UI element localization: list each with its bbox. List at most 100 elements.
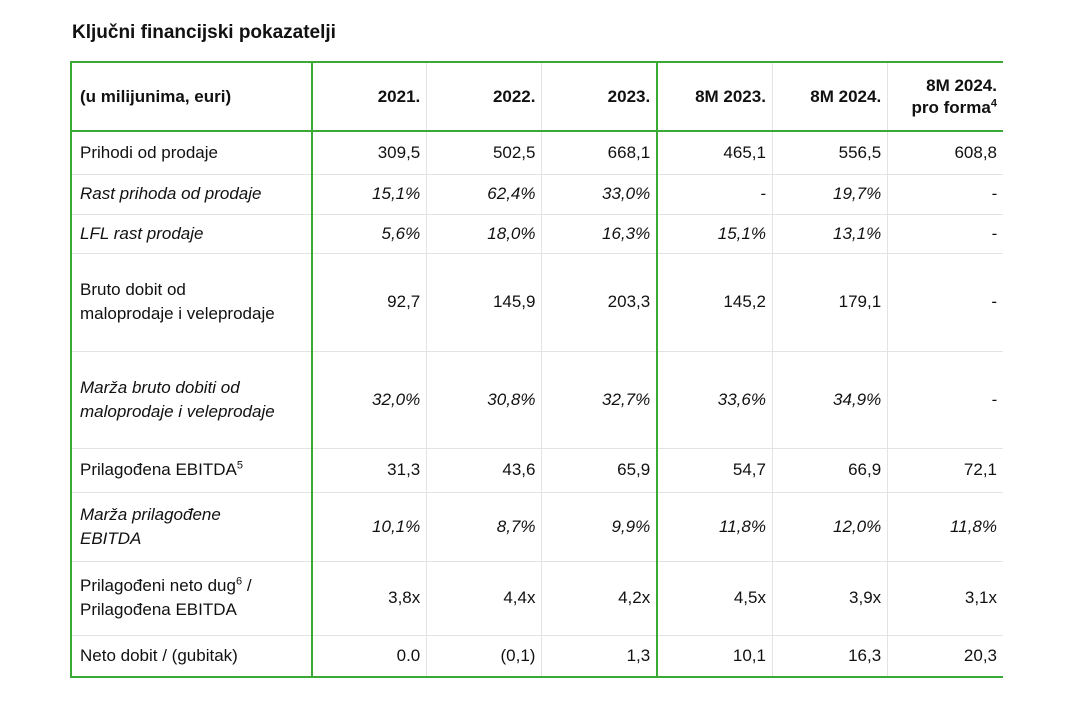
table-cell: 465,1	[657, 131, 773, 175]
table-cell: 4,4x	[426, 561, 543, 636]
table-cell: 92,7	[311, 253, 428, 352]
footnote-4-marker: 4	[990, 96, 997, 109]
row-label-line1: Prilagođena EBITDA	[80, 460, 237, 479]
row-label-line1: Bruto dobit od	[80, 280, 186, 299]
table-cell: 9,9%	[541, 492, 659, 562]
table-cell: 145,2	[657, 253, 773, 352]
row-label-line1: Marža prilagođene	[80, 504, 221, 524]
table-cell: 54,7	[657, 448, 773, 493]
table-cell: 20,3	[963, 645, 997, 665]
header-col-2023: 2023.	[541, 62, 659, 132]
header-col-8m-2024: 8M 2024.	[772, 62, 889, 132]
row-label-line1: Prihodi od prodaje	[80, 142, 218, 162]
table-cell: 8,7%	[426, 492, 543, 562]
header-row: (u milijunima, euri) 2021. 2022. 2023. 8…	[70, 62, 1003, 132]
header-units-label: (u milijunima, euri)	[70, 62, 313, 132]
table-cell: 4,5x	[657, 561, 773, 636]
table-cell: 309,5	[311, 131, 428, 175]
table-cell: 3,8x	[311, 561, 428, 636]
row-label: Neto dobit / (gubitak)	[70, 635, 313, 677]
table-cell: 3,1x	[887, 561, 1003, 636]
table-row: Prilagođeni neto dug6 / Prilagođena EBIT…	[70, 561, 1003, 636]
table-cell: 66,9	[772, 448, 889, 493]
table-cell: -	[887, 174, 1003, 215]
table-cell: 30,8%	[426, 351, 543, 449]
table-cell: 33,0%	[541, 174, 659, 215]
table-cell: 31,3	[311, 448, 428, 493]
table-cell: 10,1	[657, 635, 773, 677]
header-col-2022: 2022.	[426, 62, 543, 132]
row-label-line2: maloprodaje i veleprodaje	[80, 304, 275, 323]
table-cell: 11,8%	[887, 492, 1003, 562]
table-cell: 18,0%	[426, 214, 543, 254]
header-col-8m-2024-pro-forma-line2: pro forma	[911, 97, 991, 117]
table-cell: 502,5	[426, 131, 543, 175]
table-row: Prihodi od prodaje 309,5 502,5 668,1 465,1 55…	[70, 131, 1003, 175]
table-cell: 145,9	[426, 253, 543, 352]
table-cell: -	[887, 253, 1003, 352]
row-label: Prilagođena EBITDA5	[70, 448, 313, 493]
row-label: LFL rast prodaje	[70, 214, 313, 254]
table-cell: 10,1%	[311, 492, 428, 562]
table-cell: 556,5	[772, 131, 889, 175]
table-cell: 16,3%	[541, 214, 659, 254]
row-label-line1: Marža bruto dobiti od	[80, 377, 240, 397]
table-cell: 43,6	[426, 448, 543, 493]
table-row: Marža bruto dobiti od maloprodaje i velep…	[70, 351, 1003, 449]
table-cell: 11,8%	[657, 492, 773, 562]
row-label-continuation: / Prilagođena EBITDA	[80, 576, 252, 619]
footnote-marker: 6	[235, 575, 243, 588]
table-cell: -	[657, 174, 773, 215]
header-col-2021: 2021.	[311, 62, 428, 132]
row-label-line1: Prilagođeni neto dug	[80, 576, 236, 595]
table-title: Ključni financijski pokazatelji	[72, 22, 336, 43]
row-label: Marža prilagođene EBITDA	[70, 492, 313, 562]
table-row: Rast prihoda od prodaje 15,1% 62,4% 33,0% -1…	[70, 174, 1003, 215]
table-cell: 72,1	[887, 448, 1003, 493]
row-label: Marža bruto dobiti od maloprodaje i velep…	[70, 351, 313, 449]
row-label-line2: maloprodaje i veleprodaje	[80, 401, 275, 421]
row-label-line2: EBITDA	[80, 528, 142, 548]
table-row: LFL rast prodaje 5,6% 18,0% 16,3% 15,1% 13,1%…	[70, 214, 1003, 254]
table-cell: 5,6%	[311, 214, 428, 254]
table-cell: 65,9	[541, 448, 659, 493]
row-label-line1: Rast prihoda od prodaje	[80, 184, 262, 203]
table-cell: 203,3	[541, 253, 659, 352]
table-cell: 32,7%	[541, 351, 659, 449]
table-cell: -	[887, 351, 1003, 449]
table-cell: 33,6%	[657, 351, 773, 449]
table-row: Prilagođena EBITDA5 31,3 43,6 65,9 54,7 66,9 7…	[70, 448, 1003, 493]
financial-indicators-table: (u milijunima, euri) 2021. 2022. 2023. 8…	[70, 61, 1003, 678]
table-cell: 32,0%	[311, 351, 428, 449]
table-cell: 1,3	[541, 635, 659, 677]
table-cell: 62,4%	[426, 174, 543, 215]
row-label: Rast prihoda od prodaje	[70, 174, 313, 215]
row-label: Prihodi od prodaje	[70, 131, 313, 175]
row-label-line1: Neto dobit / (gubitak)	[80, 645, 238, 665]
table-cell: 12,0%	[772, 492, 889, 562]
table-cell: 34,9%	[772, 351, 889, 449]
table-cell: 19,7%	[772, 174, 889, 215]
row-label: Prilagođeni neto dug6 / Prilagođena EBIT…	[70, 561, 313, 636]
table-row: Marža prilagođene EBITDA 10,1% 8,7% 9,9% 11,8…	[70, 492, 1003, 562]
table-cell: 4,2x	[541, 561, 659, 636]
table-cell: 15,1%	[311, 174, 428, 215]
header-col-8m-2024-pro-forma-line1: 8M 2024.	[926, 75, 997, 95]
table-cell: 15,1%	[657, 214, 773, 254]
table-row: Bruto dobit od maloprodaje i veleprodaje 9…	[70, 253, 1003, 352]
table-cell: 0.0	[311, 635, 428, 677]
table-cell: (0,1)	[426, 635, 543, 677]
table-cell: 179,1	[772, 253, 889, 352]
table-cell: 668,1	[541, 131, 659, 175]
table-cell: -	[887, 214, 1003, 254]
table-cell: 3,9x	[772, 561, 889, 636]
table-row: Neto dobit / (gubitak) 0.0 (0,1) 1,3 10,1 16,…	[70, 635, 1003, 677]
footnote-marker: 5	[236, 459, 243, 472]
row-label: Bruto dobit od maloprodaje i veleprodaje	[70, 253, 313, 352]
table-cell: 608,8	[887, 131, 1003, 175]
header-col-8m-2024-pro-forma: 8M 2024. pro forma4	[887, 62, 1003, 132]
table-cell: 16,3	[772, 635, 889, 677]
header-col-8m-2023: 8M 2023.	[657, 62, 773, 132]
table-cell: 13,1%	[772, 214, 889, 254]
row-label-line1: LFL rast prodaje	[80, 223, 204, 243]
